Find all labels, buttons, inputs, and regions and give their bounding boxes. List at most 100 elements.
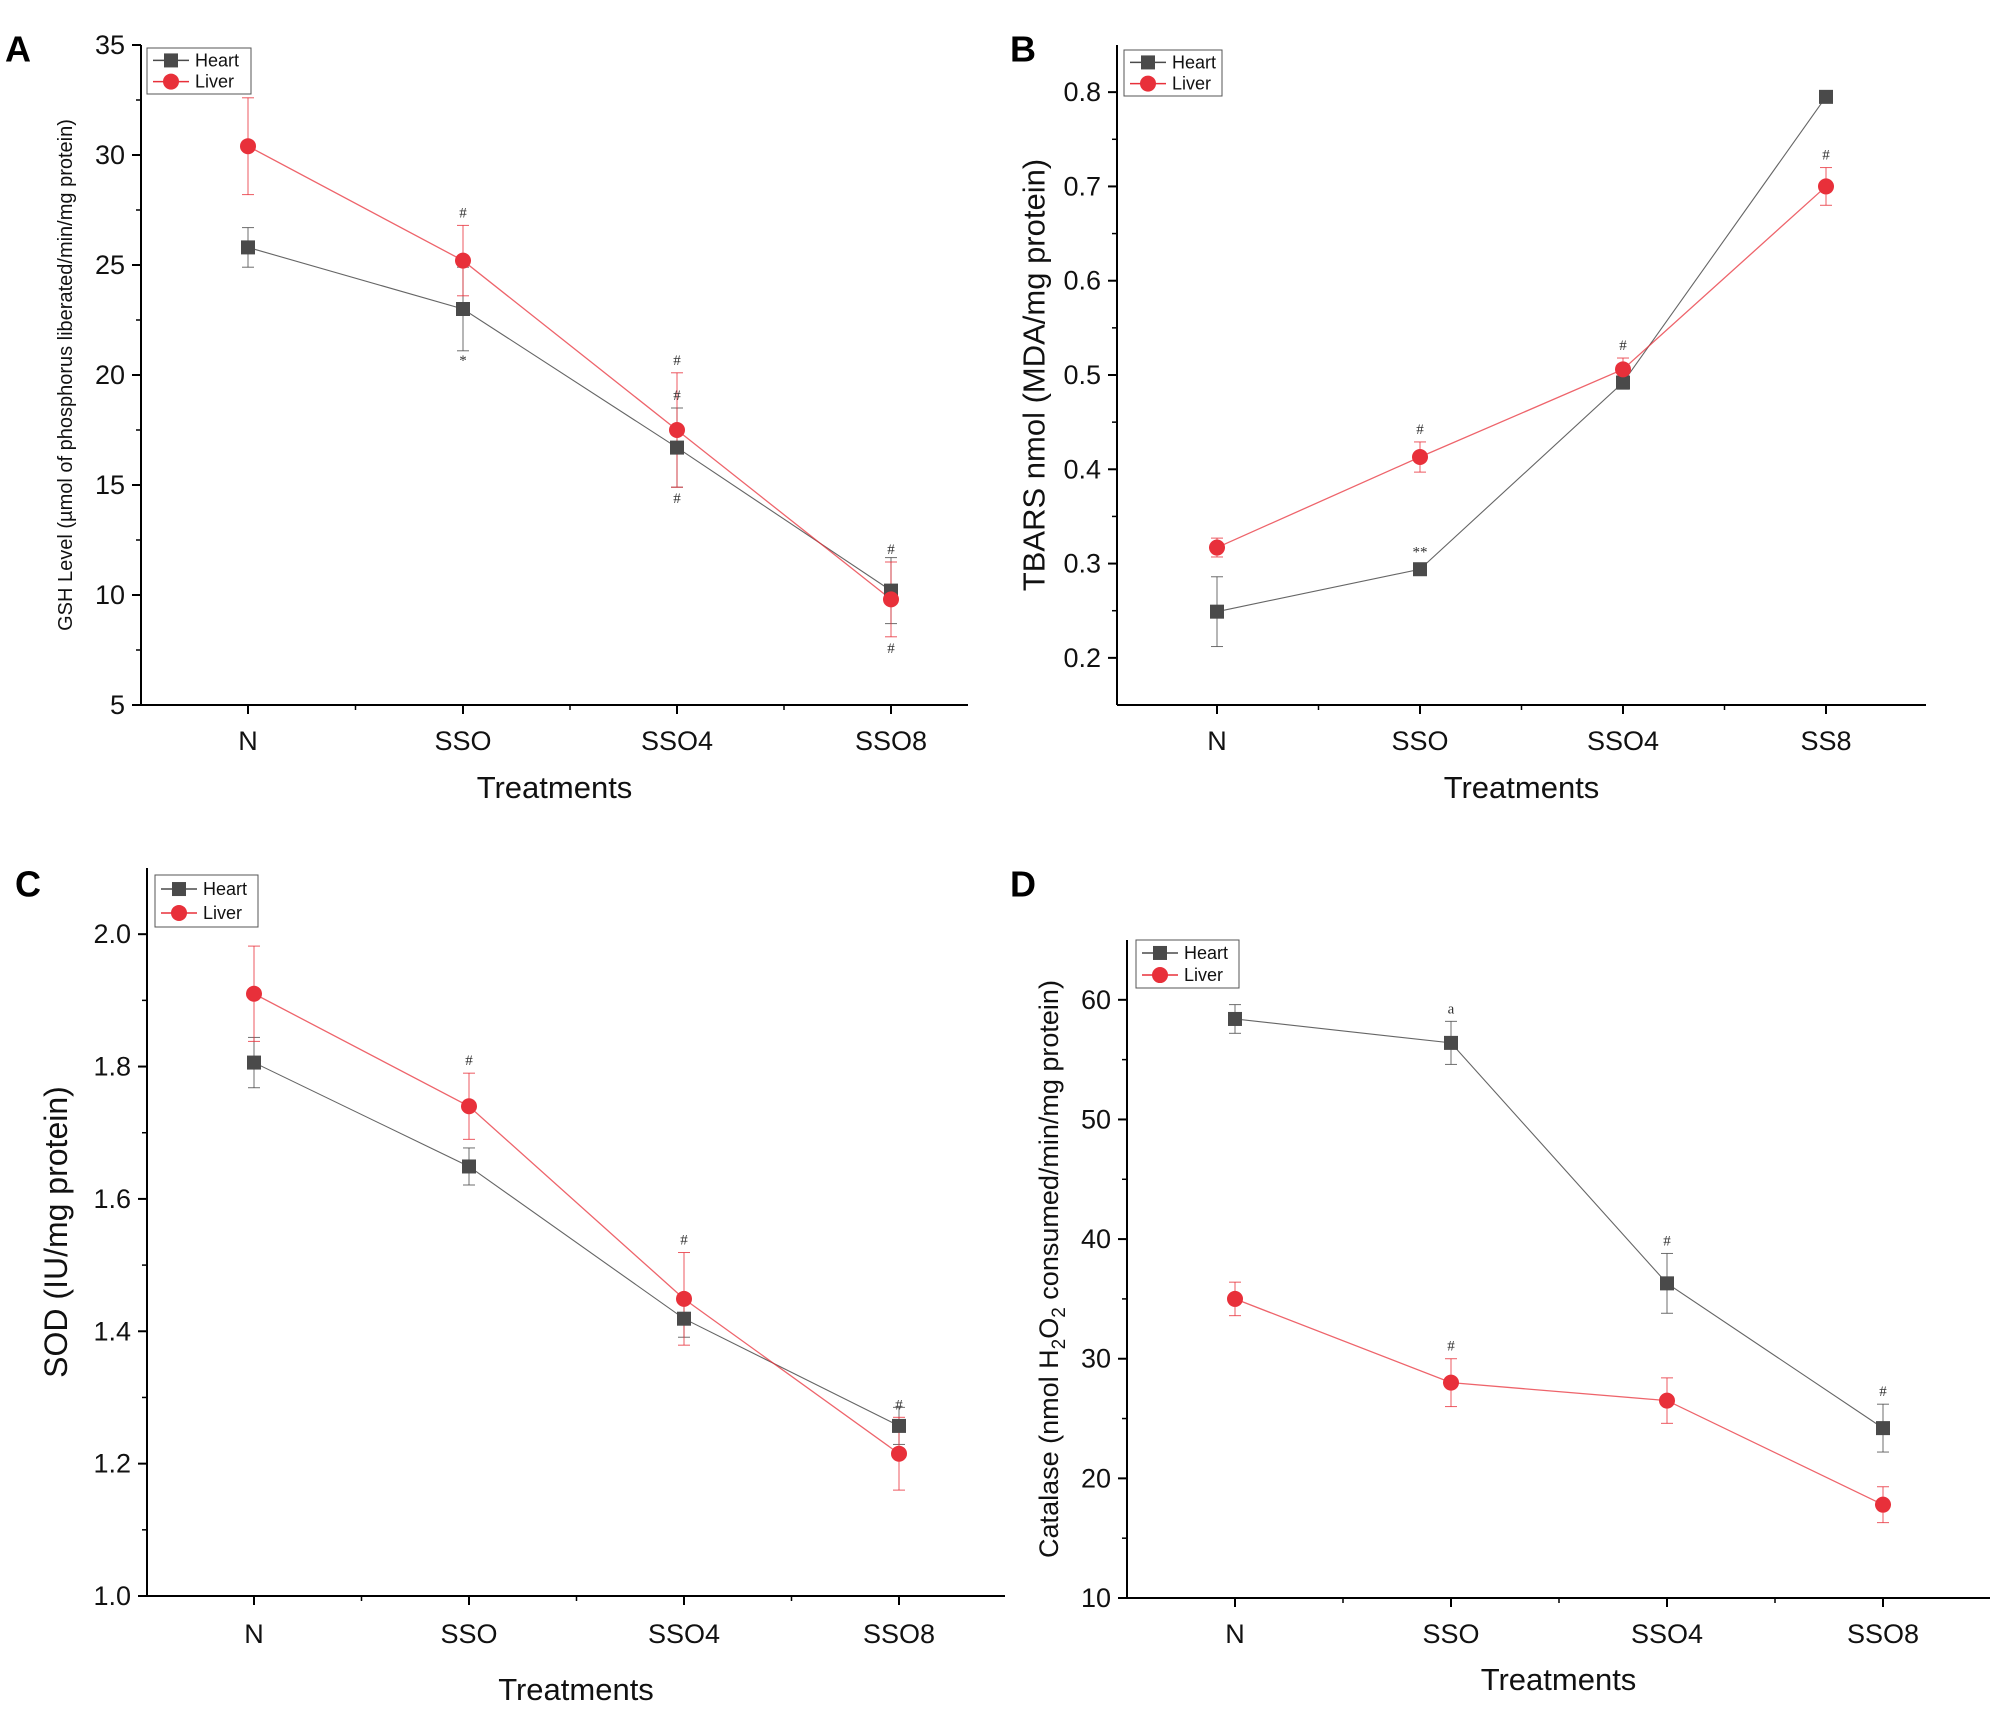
y-axis-title: SOD (IU/mg protein)	[38, 1086, 74, 1378]
data-point-heart	[1660, 1276, 1674, 1291]
significance-mark: #	[680, 1233, 688, 1249]
data-point-liver	[676, 1290, 692, 1307]
markers-liver	[1227, 1290, 1891, 1513]
data-point-liver	[246, 985, 262, 1002]
legend-marker-heart	[1153, 945, 1167, 960]
data-point-liver	[883, 591, 899, 608]
legend-marker-liver	[1140, 75, 1156, 92]
data-point-heart	[1228, 1011, 1242, 1026]
x-tick-label: SSO	[440, 1619, 497, 1649]
x-tick-label: SS8	[1800, 726, 1851, 756]
series-liver	[1229, 1281, 1889, 1524]
data-point-heart	[1616, 375, 1630, 390]
significance-mark: #	[895, 1397, 903, 1413]
y-tick-label: 1.4	[93, 1316, 131, 1346]
data-point-heart	[462, 1159, 476, 1174]
significance-mark: #	[459, 205, 467, 221]
y-axis-title: Catalase (nmol H2O2 consumed/min/mg prot…	[1034, 980, 1070, 1558]
data-point-heart	[1876, 1421, 1890, 1436]
data-point-liver	[1875, 1496, 1891, 1513]
significance-mark: #	[1879, 1384, 1887, 1400]
significance-mark: #	[673, 353, 681, 369]
x-tick-label: SSO8	[855, 726, 927, 756]
y-tick-label: 50	[1081, 1104, 1111, 1134]
data-point-liver	[1227, 1290, 1243, 1307]
markers-heart	[247, 1055, 906, 1433]
legend-marker-liver	[163, 73, 179, 90]
legend-label-heart: Heart	[1184, 943, 1228, 963]
y-tick-label: 0.8	[1063, 77, 1101, 107]
legend-marker-heart	[172, 882, 186, 897]
data-point-liver	[891, 1445, 907, 1462]
y-tick-label: 1.0	[93, 1581, 131, 1611]
markers-liver	[246, 985, 907, 1462]
significance-mark: #	[673, 388, 681, 404]
data-point-heart	[456, 302, 470, 316]
x-axis-title: Treatments	[1481, 1662, 1637, 1697]
legend-label-liver: Liver	[1184, 965, 1223, 985]
significance-mark: *	[459, 353, 467, 369]
x-tick-label: SSO4	[1587, 726, 1659, 756]
significance-mark: #	[1619, 338, 1627, 354]
y-axis-title-part: Catalase (nmol H	[1034, 1349, 1064, 1558]
data-point-heart	[1444, 1035, 1458, 1050]
panel-letter-d: D	[1010, 863, 1036, 904]
data-point-heart	[1413, 562, 1427, 577]
series-line-heart	[1234, 1018, 1884, 1429]
significance-mark: #	[1822, 148, 1830, 164]
x-axis-title: Treatments	[477, 770, 633, 805]
legend-marker-heart	[164, 53, 178, 68]
legend-label-liver: Liver	[195, 72, 234, 92]
data-point-heart	[1210, 604, 1224, 619]
x-axis-title: Treatments	[498, 1672, 654, 1707]
y-tick-label: 1.6	[93, 1184, 131, 1214]
series-line-liver	[1234, 1298, 1884, 1506]
y-tick-label: 10	[95, 580, 125, 610]
series-heart	[1211, 91, 1832, 648]
markers-heart	[241, 240, 898, 598]
data-point-heart	[1819, 89, 1833, 104]
series-heart	[242, 227, 897, 625]
x-tick-label: SSO	[1422, 1619, 1479, 1649]
y-tick-label: 0.4	[1063, 454, 1101, 484]
panel-letter-b: B	[1010, 28, 1036, 69]
significance-mark: #	[887, 542, 895, 558]
series-heart	[248, 1036, 905, 1445]
significance-mark: #	[1416, 422, 1424, 438]
significance-mark: #	[887, 641, 895, 657]
significance-mark: #	[1447, 1339, 1455, 1355]
y-tick-label: 0.2	[1063, 643, 1101, 673]
series-line-heart	[253, 1062, 900, 1427]
x-tick-label: SSO4	[641, 726, 713, 756]
legend-label-heart: Heart	[1172, 52, 1216, 72]
legend-label-liver: Liver	[1172, 74, 1211, 94]
series-line-liver	[1216, 185, 1827, 549]
significance-mark: #	[1663, 1233, 1671, 1249]
y-axis-title-part: O	[1034, 1318, 1064, 1339]
y-tick-label: 2.0	[93, 919, 131, 949]
y-tick-label: 0.3	[1063, 549, 1101, 579]
significance-mark: **	[1413, 545, 1428, 561]
y-tick-label: 35	[95, 30, 125, 60]
x-tick-label: SSO8	[1847, 1619, 1919, 1649]
legend-label-heart: Heart	[203, 879, 247, 899]
data-point-liver	[455, 252, 471, 269]
x-axis-title: Treatments	[1444, 770, 1600, 805]
y-axis-title: GSH Level (µmol of phosphorus liberated/…	[55, 119, 77, 631]
series-liver	[242, 97, 897, 638]
data-point-liver	[1615, 361, 1631, 378]
data-point-heart	[677, 1311, 691, 1326]
y-tick-label: 40	[1081, 1224, 1111, 1254]
y-tick-label: 15	[95, 470, 125, 500]
panel-letter-c: C	[15, 863, 41, 904]
series-line-heart	[247, 246, 892, 592]
series-liver	[248, 945, 905, 1491]
significance-mark: #	[465, 1053, 473, 1069]
y-tick-label: 1.2	[93, 1449, 131, 1479]
x-tick-label: N	[238, 726, 258, 756]
significance-mark: a	[1448, 1001, 1455, 1017]
